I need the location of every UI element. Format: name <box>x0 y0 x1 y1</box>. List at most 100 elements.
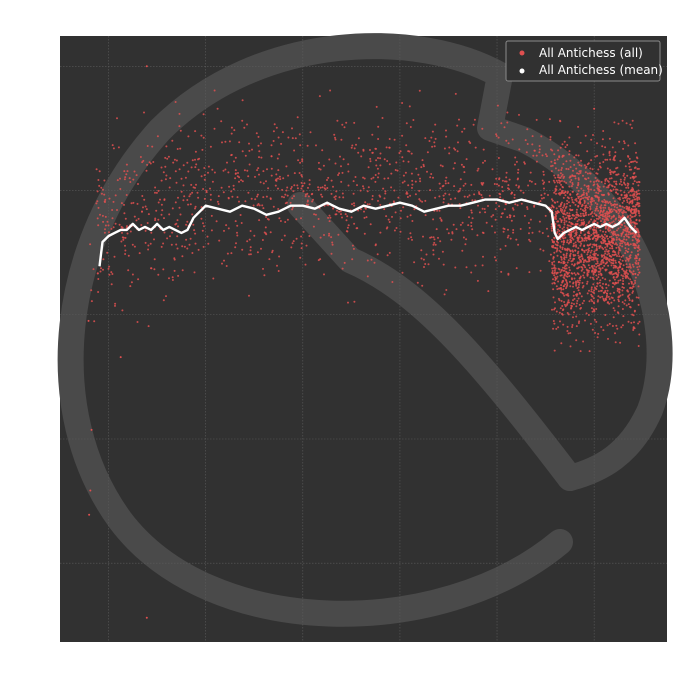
scatter-point <box>317 161 320 164</box>
scatter-point <box>330 179 333 182</box>
scatter-point <box>256 193 259 196</box>
scatter-point <box>129 230 132 233</box>
scatter-point <box>465 238 468 241</box>
scatter-point <box>224 140 227 143</box>
scatter-point <box>163 231 166 234</box>
scatter-point <box>556 275 559 278</box>
scatter-point <box>334 195 337 198</box>
scatter-point <box>584 206 587 209</box>
scatter-point <box>121 231 123 234</box>
scatter-point <box>291 242 294 245</box>
scatter-point <box>535 118 538 121</box>
scatter-point <box>563 256 566 259</box>
scatter-point <box>621 232 624 235</box>
scatter-point <box>635 193 638 196</box>
scatter-point <box>618 204 621 207</box>
scatter-point <box>561 173 564 176</box>
scatter-point <box>596 195 599 198</box>
scatter-point <box>569 208 572 211</box>
scatter-point <box>474 146 477 149</box>
scatter-point <box>379 152 382 155</box>
scatter-point <box>512 231 515 234</box>
scatter-point <box>372 176 375 179</box>
scatter-point <box>595 191 598 194</box>
scatter-point <box>637 231 640 234</box>
scatter-point <box>617 279 620 282</box>
scatter-point <box>612 273 615 275</box>
scatter-point <box>613 233 616 236</box>
scatter-point <box>422 258 425 261</box>
scatter-point <box>468 194 471 197</box>
scatter-point <box>225 224 228 227</box>
scatter-point <box>270 167 273 170</box>
scatter-point <box>357 209 360 212</box>
scatter-point <box>401 134 404 137</box>
scatter-point <box>191 252 194 254</box>
scatter-point <box>583 234 586 237</box>
watermark-logo-icon <box>57 33 673 627</box>
scatter-point <box>476 234 479 237</box>
scatter-point <box>154 191 156 194</box>
scatter-point <box>561 227 564 230</box>
scatter-point <box>629 214 632 217</box>
legend-marker-all <box>519 50 525 56</box>
scatter-point <box>577 262 580 265</box>
scatter-point <box>556 288 559 291</box>
scatter-point <box>578 164 581 166</box>
scatter-point <box>577 297 580 300</box>
scatter-point <box>573 303 575 305</box>
scatter-point <box>329 216 332 219</box>
scatter-point <box>145 616 148 619</box>
scatter-point <box>539 200 542 203</box>
scatter-point <box>559 188 562 191</box>
scatter-point <box>589 322 592 325</box>
scatter-point <box>560 300 563 302</box>
scatter-point <box>110 271 113 274</box>
scatter-point <box>470 225 473 227</box>
scatter-point <box>548 118 551 121</box>
scatter-point <box>366 190 369 193</box>
scatter-point <box>386 226 389 229</box>
scatter-point <box>215 220 218 223</box>
scatter-point <box>611 185 614 188</box>
scatter-point <box>194 232 197 235</box>
scatter-point <box>553 349 556 352</box>
scatter-point <box>563 258 566 261</box>
scatter-point <box>606 237 609 240</box>
scatter-point <box>594 331 597 334</box>
scatter-point <box>583 184 586 187</box>
scatter-point <box>564 305 567 308</box>
scatter-point <box>559 320 561 323</box>
scatter-point <box>632 285 635 288</box>
scatter-point <box>575 339 578 342</box>
scatter-point <box>629 221 632 223</box>
scatter-point <box>341 171 344 174</box>
scatter-point <box>145 65 148 68</box>
scatter-point <box>582 218 585 221</box>
scatter-point <box>637 322 640 325</box>
scatter-point <box>594 177 597 179</box>
scatter-point <box>569 285 572 288</box>
scatter-point <box>583 245 586 248</box>
scatter-point <box>559 146 562 149</box>
scatter-point <box>607 295 610 298</box>
scatter-point <box>106 251 109 254</box>
scatter-point <box>608 236 611 238</box>
scatter-point <box>600 209 602 212</box>
scatter-point <box>402 206 405 209</box>
scatter-point <box>568 185 571 188</box>
scatter-point <box>462 184 465 187</box>
grid <box>60 36 667 642</box>
scatter-point <box>579 170 582 172</box>
scatter-point <box>568 269 571 272</box>
scatter-point <box>262 196 265 199</box>
scatter-point <box>566 282 569 285</box>
scatter-point <box>611 146 614 149</box>
scatter-point <box>607 264 610 267</box>
scatter-point <box>246 123 248 126</box>
scatter-point <box>560 219 563 222</box>
scatter-point <box>442 194 445 197</box>
scatter-point <box>338 196 341 199</box>
scatter-point <box>599 229 602 232</box>
scatter-point <box>397 196 400 199</box>
